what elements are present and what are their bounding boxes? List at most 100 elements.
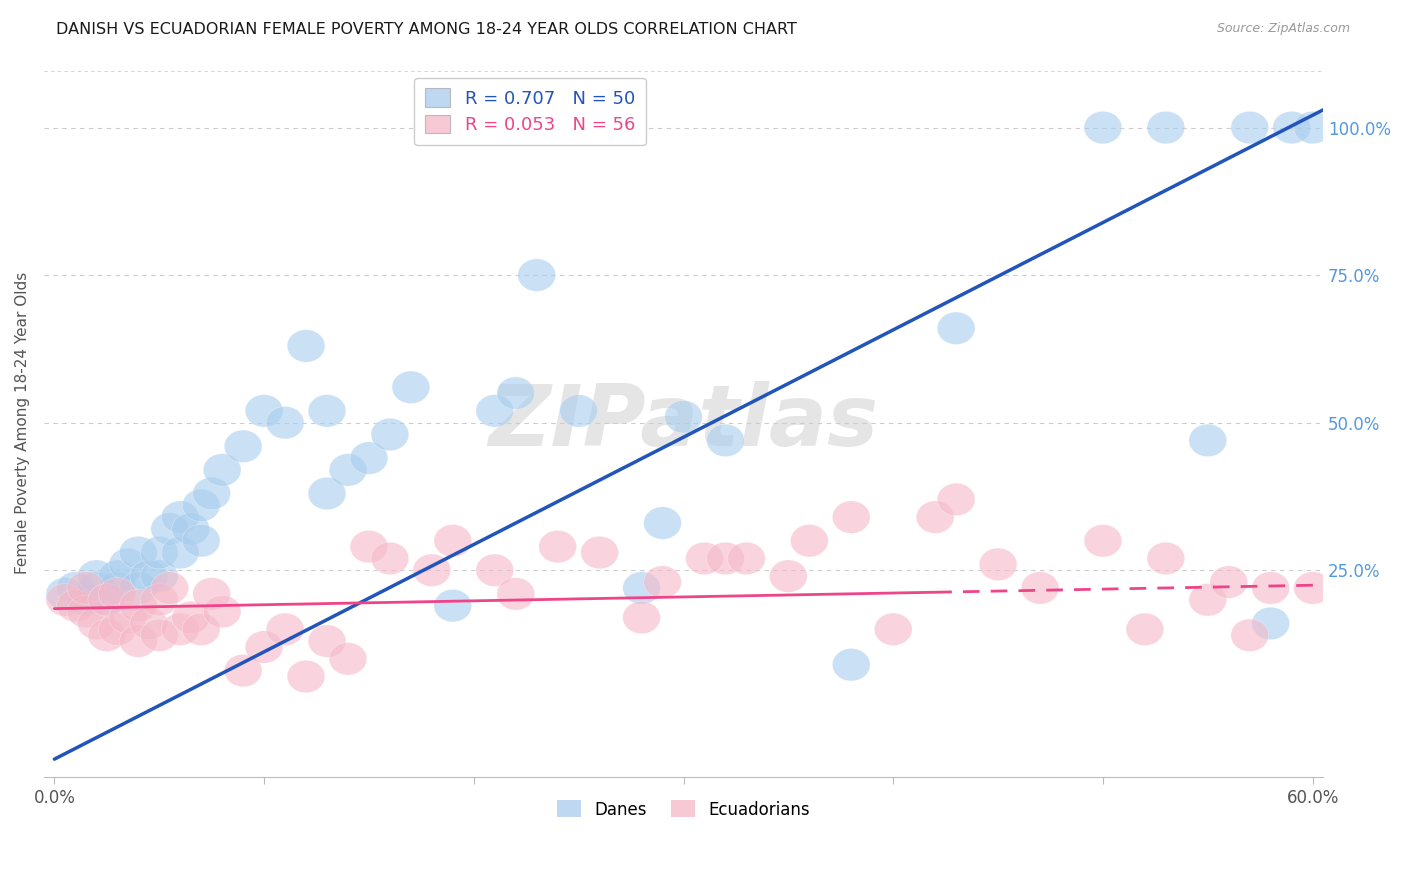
Ellipse shape: [183, 489, 221, 522]
Ellipse shape: [727, 542, 765, 574]
Ellipse shape: [266, 613, 304, 646]
Ellipse shape: [1189, 583, 1226, 616]
Text: ZIPatlas: ZIPatlas: [488, 381, 879, 464]
Ellipse shape: [46, 578, 84, 610]
Ellipse shape: [120, 625, 157, 657]
Ellipse shape: [938, 483, 974, 516]
Ellipse shape: [1021, 572, 1059, 604]
Ellipse shape: [89, 619, 125, 651]
Ellipse shape: [77, 560, 115, 592]
Ellipse shape: [644, 507, 682, 540]
Ellipse shape: [644, 566, 682, 599]
Ellipse shape: [266, 407, 304, 439]
Ellipse shape: [538, 531, 576, 563]
Ellipse shape: [623, 601, 661, 633]
Ellipse shape: [1147, 542, 1185, 574]
Ellipse shape: [350, 442, 388, 475]
Ellipse shape: [1189, 425, 1226, 457]
Ellipse shape: [329, 454, 367, 486]
Ellipse shape: [204, 595, 240, 628]
Ellipse shape: [350, 531, 388, 563]
Text: DANISH VS ECUADORIAN FEMALE POVERTY AMONG 18-24 YEAR OLDS CORRELATION CHART: DANISH VS ECUADORIAN FEMALE POVERTY AMON…: [56, 22, 797, 37]
Ellipse shape: [917, 501, 955, 533]
Ellipse shape: [1084, 112, 1122, 144]
Ellipse shape: [89, 583, 125, 616]
Ellipse shape: [129, 560, 167, 592]
Ellipse shape: [129, 607, 167, 640]
Ellipse shape: [172, 513, 209, 545]
Text: Source: ZipAtlas.com: Source: ZipAtlas.com: [1216, 22, 1350, 36]
Ellipse shape: [77, 607, 115, 640]
Ellipse shape: [475, 394, 513, 427]
Ellipse shape: [1147, 112, 1185, 144]
Ellipse shape: [98, 613, 136, 646]
Ellipse shape: [329, 642, 367, 675]
Ellipse shape: [308, 625, 346, 657]
Ellipse shape: [183, 613, 221, 646]
Ellipse shape: [108, 601, 146, 633]
Y-axis label: Female Poverty Among 18-24 Year Olds: Female Poverty Among 18-24 Year Olds: [15, 271, 30, 574]
Ellipse shape: [287, 330, 325, 362]
Ellipse shape: [98, 560, 136, 592]
Ellipse shape: [224, 655, 262, 687]
Ellipse shape: [308, 394, 346, 427]
Ellipse shape: [517, 259, 555, 292]
Ellipse shape: [371, 542, 409, 574]
Ellipse shape: [979, 548, 1017, 581]
Ellipse shape: [1126, 613, 1164, 646]
Ellipse shape: [141, 560, 179, 592]
Ellipse shape: [162, 536, 200, 569]
Ellipse shape: [108, 548, 146, 581]
Ellipse shape: [1211, 566, 1247, 599]
Ellipse shape: [707, 542, 744, 574]
Ellipse shape: [183, 524, 221, 557]
Ellipse shape: [308, 477, 346, 509]
Ellipse shape: [769, 560, 807, 592]
Ellipse shape: [46, 583, 84, 616]
Ellipse shape: [1251, 572, 1289, 604]
Ellipse shape: [371, 418, 409, 450]
Ellipse shape: [1084, 524, 1122, 557]
Ellipse shape: [89, 583, 125, 616]
Ellipse shape: [1230, 112, 1268, 144]
Ellipse shape: [245, 631, 283, 664]
Ellipse shape: [67, 583, 104, 616]
Legend: Danes, Ecuadorians: Danes, Ecuadorians: [551, 794, 817, 825]
Ellipse shape: [56, 590, 94, 622]
Ellipse shape: [67, 572, 104, 604]
Ellipse shape: [193, 578, 231, 610]
Ellipse shape: [475, 554, 513, 587]
Ellipse shape: [707, 425, 744, 457]
Ellipse shape: [832, 501, 870, 533]
Ellipse shape: [413, 554, 451, 587]
Ellipse shape: [141, 583, 179, 616]
Ellipse shape: [77, 572, 115, 604]
Ellipse shape: [623, 572, 661, 604]
Ellipse shape: [1294, 112, 1331, 144]
Ellipse shape: [141, 536, 179, 569]
Ellipse shape: [172, 601, 209, 633]
Ellipse shape: [665, 401, 703, 433]
Ellipse shape: [434, 524, 471, 557]
Ellipse shape: [56, 572, 94, 604]
Ellipse shape: [832, 648, 870, 681]
Ellipse shape: [938, 312, 974, 344]
Ellipse shape: [686, 542, 723, 574]
Ellipse shape: [581, 536, 619, 569]
Ellipse shape: [496, 578, 534, 610]
Ellipse shape: [193, 477, 231, 509]
Ellipse shape: [98, 578, 136, 610]
Ellipse shape: [150, 513, 188, 545]
Ellipse shape: [204, 454, 240, 486]
Ellipse shape: [120, 590, 157, 622]
Ellipse shape: [120, 536, 157, 569]
Ellipse shape: [434, 590, 471, 622]
Ellipse shape: [120, 572, 157, 604]
Ellipse shape: [560, 394, 598, 427]
Ellipse shape: [150, 572, 188, 604]
Ellipse shape: [224, 430, 262, 463]
Ellipse shape: [162, 613, 200, 646]
Ellipse shape: [1251, 607, 1289, 640]
Ellipse shape: [496, 377, 534, 409]
Ellipse shape: [1294, 572, 1331, 604]
